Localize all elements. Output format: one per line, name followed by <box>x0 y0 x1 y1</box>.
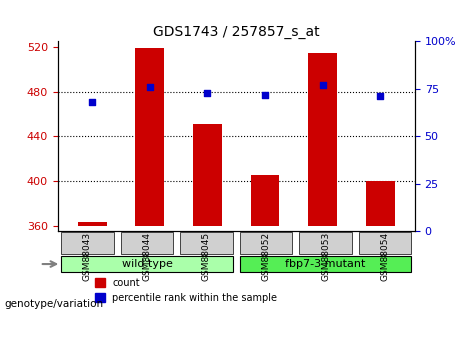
Text: fbp7-3 mutant: fbp7-3 mutant <box>285 259 366 269</box>
Point <box>261 92 269 97</box>
Text: GSM88043: GSM88043 <box>83 232 92 281</box>
Text: GSM88044: GSM88044 <box>142 232 152 281</box>
Text: GSM88054: GSM88054 <box>381 232 390 281</box>
Point <box>319 82 326 88</box>
FancyBboxPatch shape <box>61 231 113 254</box>
FancyBboxPatch shape <box>121 231 173 254</box>
FancyBboxPatch shape <box>359 231 411 254</box>
Text: GSM88053: GSM88053 <box>321 232 330 281</box>
Point <box>146 84 154 90</box>
Bar <box>308 52 337 226</box>
FancyBboxPatch shape <box>299 231 352 254</box>
Title: GDS1743 / 257857_s_at: GDS1743 / 257857_s_at <box>153 25 319 39</box>
Text: GSM88045: GSM88045 <box>202 232 211 281</box>
Bar <box>366 181 395 226</box>
FancyBboxPatch shape <box>180 231 233 254</box>
FancyBboxPatch shape <box>240 231 292 254</box>
Bar <box>136 48 164 226</box>
Point <box>377 93 384 99</box>
Text: genotype/variation: genotype/variation <box>5 299 104 308</box>
Point <box>89 99 96 105</box>
Legend: count, percentile rank within the sample: count, percentile rank within the sample <box>91 274 281 306</box>
Text: wild type: wild type <box>122 259 172 269</box>
Bar <box>193 124 222 226</box>
Text: GSM88052: GSM88052 <box>261 232 271 281</box>
Bar <box>78 222 106 226</box>
FancyBboxPatch shape <box>240 256 411 273</box>
Bar <box>251 175 279 226</box>
Point <box>204 90 211 95</box>
FancyBboxPatch shape <box>61 256 233 273</box>
